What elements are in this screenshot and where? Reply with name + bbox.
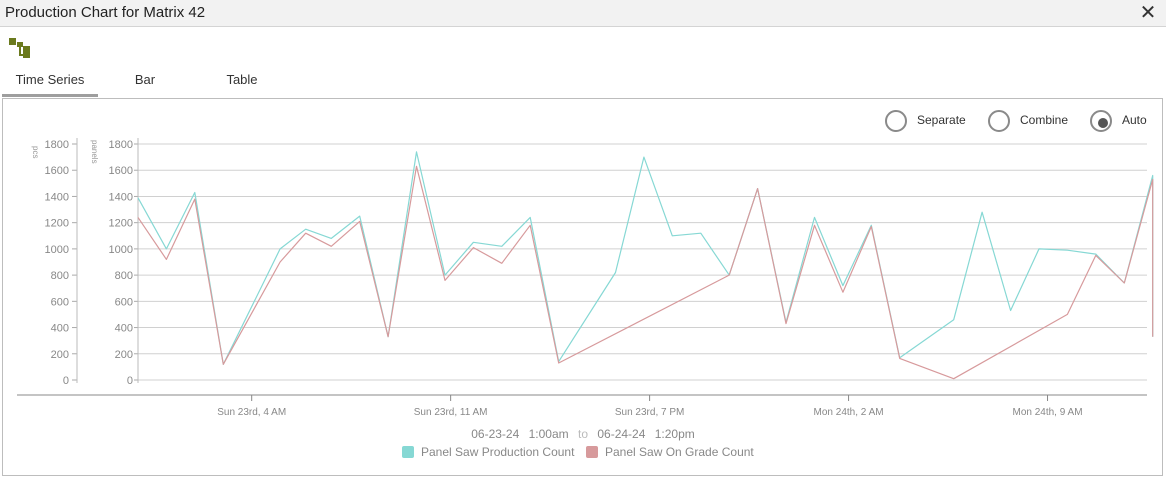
legend-label: Panel Saw Production Count xyxy=(421,445,575,459)
radio-label: Combine xyxy=(1020,113,1069,127)
date-range: 06-23-24 1:00am to 06-24-24 1:20pm xyxy=(0,427,1166,441)
range-start-date: 06-23-24 xyxy=(471,427,520,441)
y-tick-label-left: 0 xyxy=(63,375,69,387)
hierarchy-tree-icon-graphic xyxy=(9,38,30,58)
y-tick-label-right: 400 xyxy=(115,323,133,335)
range-start-time: 1:00am xyxy=(528,427,569,441)
range-end-time: 1:20pm xyxy=(654,427,695,441)
window-titlebar: Production Chart for Matrix 42 ✕ xyxy=(0,0,1166,27)
y-tick-label-right: 1600 xyxy=(109,165,133,177)
y-tick-label-left: 200 xyxy=(51,349,69,361)
y-tick-label-right: 1800 xyxy=(109,139,133,151)
y-tick-label-left: 1400 xyxy=(45,191,69,203)
series-line-on-grade xyxy=(137,165,1154,380)
y-tick-label-left: 1000 xyxy=(45,244,69,256)
legend-swatch xyxy=(402,446,414,458)
range-separator: to xyxy=(577,427,588,441)
series-line-production xyxy=(137,151,1154,365)
y-tick-label-right: 800 xyxy=(115,270,133,282)
radio-dot xyxy=(1098,118,1108,128)
y-tick-label-right: 1200 xyxy=(109,218,133,230)
hierarchy-tree-icon[interactable] xyxy=(9,38,31,58)
legend-swatch xyxy=(586,446,598,458)
y-tick-label-left: 1200 xyxy=(45,218,69,230)
legend-label: Panel Saw On Grade Count xyxy=(605,445,754,459)
window-title: Production Chart for Matrix 42 xyxy=(5,4,206,21)
range-end-date: 06-24-24 xyxy=(597,427,646,441)
y-tick-label-right: 600 xyxy=(115,296,133,308)
y-tick-label-left: 1800 xyxy=(45,139,69,151)
x-tick-label: Mon 24th, 9 AM xyxy=(1012,407,1082,418)
tab-time-series[interactable]: Time Series xyxy=(2,66,98,97)
x-tick-label: Sun 23rd, 4 AM xyxy=(217,407,286,418)
x-tick-label: Mon 24th, 2 AM xyxy=(814,407,884,418)
chart-panel xyxy=(2,98,1163,476)
y-tick-label-right: 1000 xyxy=(109,244,133,256)
y-tick-label-left: 600 xyxy=(51,296,69,308)
y-tick-label-right: 0 xyxy=(127,375,133,387)
radio-circle xyxy=(988,110,1010,132)
y-axis-left-label: pcs xyxy=(31,146,40,158)
y-tick-label-left: 400 xyxy=(51,323,69,335)
y-tick-label-right: 1400 xyxy=(109,191,133,203)
x-tick-label: Sun 23rd, 7 PM xyxy=(615,407,684,418)
tab-table[interactable]: Table xyxy=(226,72,258,87)
close-icon[interactable]: ✕ xyxy=(1139,2,1157,24)
y-tick-label-left: 1600 xyxy=(45,165,69,177)
y-tick-label-right: 200 xyxy=(115,349,133,361)
radio-circle xyxy=(1090,110,1112,132)
tab-bar[interactable]: Bar xyxy=(134,72,156,87)
radio-label: Auto xyxy=(1122,113,1147,127)
radio-circle xyxy=(885,110,907,132)
y-tick-label-left: 800 xyxy=(51,270,69,282)
x-tick-label: Sun 23rd, 11 AM xyxy=(414,407,488,418)
radio-label: Separate xyxy=(917,113,966,127)
y-axis-right-label: panels xyxy=(90,140,99,164)
